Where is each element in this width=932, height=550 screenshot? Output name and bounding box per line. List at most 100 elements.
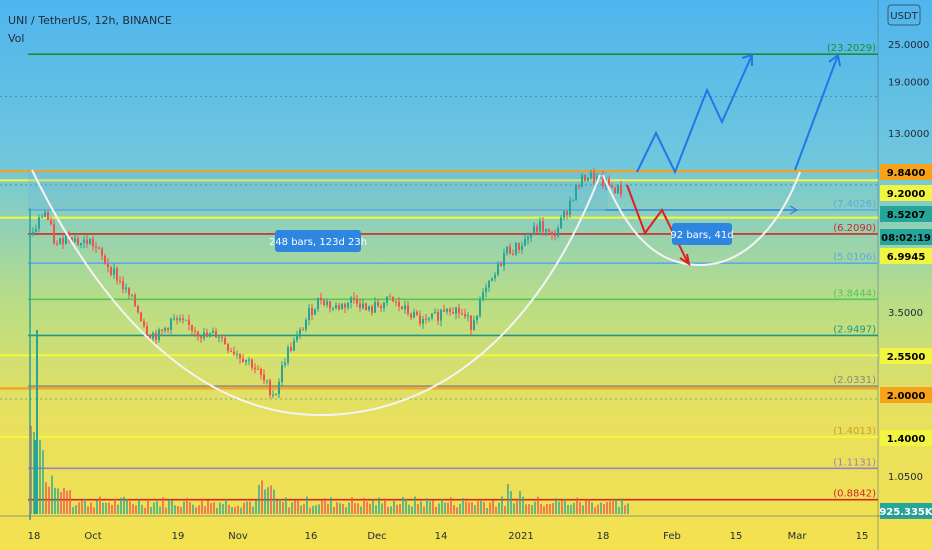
volume-bar bbox=[477, 501, 479, 514]
price-badge-label: 9.2000 bbox=[887, 189, 926, 200]
fib-level-label: (6.2090) bbox=[833, 223, 876, 234]
volume-bar bbox=[387, 506, 389, 514]
volume-bar bbox=[192, 504, 194, 514]
candle-body bbox=[254, 367, 256, 369]
candle-body bbox=[89, 238, 91, 245]
candle-body bbox=[548, 229, 550, 232]
candle-body bbox=[482, 292, 484, 300]
candle-body bbox=[137, 306, 139, 313]
handle-curve bbox=[602, 171, 801, 267]
price-tick-label: 1.0500 bbox=[888, 472, 923, 483]
candle-body bbox=[395, 301, 397, 303]
candle-body bbox=[140, 312, 142, 321]
time-tick-label: Oct bbox=[84, 531, 101, 542]
candle-body bbox=[503, 253, 505, 267]
volume-bar bbox=[342, 504, 344, 514]
price-badge-label: 2.5500 bbox=[887, 352, 926, 363]
candle-body bbox=[233, 351, 235, 355]
volume-bar bbox=[153, 502, 155, 514]
price-tick-label: 13.0000 bbox=[888, 129, 929, 140]
volume-bar bbox=[408, 504, 410, 514]
volume-bar bbox=[540, 503, 542, 514]
volume-bar bbox=[405, 498, 407, 514]
volume-bar bbox=[336, 502, 338, 514]
candle-body bbox=[242, 358, 244, 363]
volume-bar bbox=[243, 502, 245, 514]
volume-bar bbox=[501, 496, 503, 514]
candle-body bbox=[461, 313, 463, 315]
volume-bar bbox=[612, 498, 614, 514]
volume-bar bbox=[369, 503, 371, 514]
candle-body bbox=[410, 313, 412, 318]
candle-body bbox=[194, 330, 196, 332]
candle-body bbox=[353, 297, 355, 299]
fib-level-label: (23.2029) bbox=[827, 43, 876, 54]
volume-bar bbox=[414, 496, 416, 514]
candle-body bbox=[524, 239, 526, 246]
candle-body bbox=[122, 281, 124, 290]
volume-bar bbox=[279, 498, 281, 514]
volume-bar bbox=[525, 504, 527, 514]
volume-bar bbox=[378, 497, 380, 514]
candle-body bbox=[368, 306, 370, 310]
candle-body bbox=[113, 268, 115, 275]
candle-body bbox=[326, 301, 328, 305]
volume-bar bbox=[252, 506, 254, 514]
volume-bar bbox=[276, 500, 278, 514]
candle-body bbox=[110, 267, 112, 275]
fib-level-label: (2.9497) bbox=[833, 324, 876, 335]
volume-bar bbox=[372, 499, 374, 514]
volume-bar bbox=[366, 501, 368, 514]
candle-body bbox=[209, 333, 211, 337]
volume-bar bbox=[519, 491, 521, 514]
time-tick-label: 2021 bbox=[508, 531, 533, 542]
range-label: 92 bars, 41d bbox=[670, 230, 733, 241]
candle-body bbox=[191, 324, 193, 331]
volume-bar bbox=[180, 507, 182, 514]
volume-bar bbox=[39, 439, 41, 514]
volume-bar bbox=[588, 499, 590, 514]
candle-body bbox=[476, 315, 478, 321]
volume-bar bbox=[600, 502, 602, 514]
candle-body bbox=[200, 336, 202, 339]
volume-bar bbox=[174, 505, 176, 514]
volume-bar bbox=[48, 486, 50, 514]
volume-bar bbox=[453, 505, 455, 514]
volume-bar bbox=[60, 491, 62, 514]
volume-bar bbox=[132, 504, 134, 514]
volume-bar bbox=[306, 496, 308, 514]
candle-body bbox=[239, 353, 241, 359]
fib-level-label: (3.8444) bbox=[833, 288, 876, 299]
volume-bar bbox=[249, 501, 251, 514]
cup-curve bbox=[31, 169, 601, 417]
candle-body bbox=[158, 329, 160, 340]
volume-bar bbox=[528, 504, 530, 514]
candle-body bbox=[329, 301, 331, 309]
volume-bar bbox=[303, 504, 305, 514]
price-axis[interactable]: 25.0000 19.0000 13.0000 3.5000 1.0500 9.8400 9… bbox=[879, 4, 932, 519]
volume-bar bbox=[42, 450, 44, 514]
candle-body bbox=[446, 308, 448, 312]
time-axis[interactable]: 18 Oct 19 Nov 16 Dec 14 2021 18 Feb 15 Mar 15 bbox=[0, 515, 932, 542]
volume-bar bbox=[504, 505, 506, 514]
candle-body bbox=[335, 305, 337, 309]
candle-body bbox=[563, 211, 565, 218]
volume-bar bbox=[360, 506, 362, 514]
up-projection-1 bbox=[636, 54, 753, 175]
candle-body bbox=[509, 246, 511, 254]
candle-body bbox=[185, 319, 187, 321]
candle-body bbox=[500, 263, 502, 267]
price-tick-label: 19.0000 bbox=[888, 77, 929, 88]
volume-bar bbox=[144, 507, 146, 514]
candle-body bbox=[515, 242, 517, 255]
volume-bar bbox=[465, 501, 467, 514]
candle-body bbox=[566, 211, 568, 215]
volume-bar bbox=[543, 506, 545, 514]
currency-badge bbox=[887, 4, 921, 26]
candle-body bbox=[188, 319, 190, 325]
volume-bar bbox=[351, 497, 353, 514]
volume-bar bbox=[468, 502, 470, 514]
volume-bar bbox=[288, 507, 290, 514]
volume-bar bbox=[282, 501, 284, 514]
